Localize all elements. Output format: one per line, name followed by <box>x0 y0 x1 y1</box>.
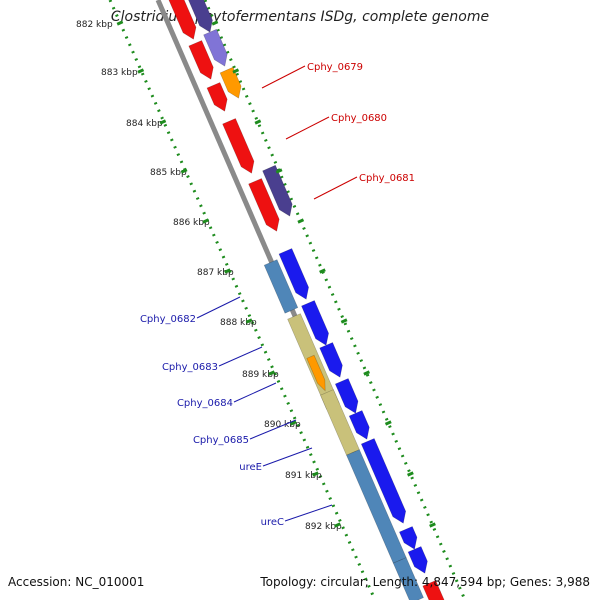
kbp-scale: 882 kbp 883 kbp 884 kbp 885 kbp 886 kbp 887 k… <box>76 20 436 532</box>
accession-text: Accession: NC_010001 <box>8 575 145 589</box>
gene-label[interactable]: Cphy_0681 <box>359 173 415 184</box>
gene-feature[interactable] <box>306 354 326 392</box>
gene-label[interactable]: Cphy_0682 <box>140 314 196 325</box>
kbp-label: 888 kbp <box>220 318 257 328</box>
major-tick <box>340 318 348 324</box>
gene-feature[interactable] <box>188 40 214 80</box>
major-tick <box>407 471 414 477</box>
major-tick <box>202 218 210 224</box>
gene-feature[interactable] <box>392 557 424 600</box>
gene-leader-line <box>196 296 241 319</box>
gene-leader-line <box>313 176 358 200</box>
gene-feature[interactable] <box>263 259 299 314</box>
major-tick <box>429 522 436 528</box>
gene-label[interactable]: ureC <box>261 517 284 528</box>
gene-label[interactable]: Cphy_0679 <box>307 62 363 73</box>
gene-feature[interactable] <box>248 178 280 232</box>
topology-text: Topology: circular; Length: 4,847,594 bp… <box>260 575 590 589</box>
major-tick <box>289 420 297 426</box>
gene-leader-line <box>261 65 306 89</box>
gene-leader-line <box>262 447 313 467</box>
gene-leader-line <box>285 116 330 140</box>
kbp-label: 887 kbp <box>197 268 234 278</box>
gene-label[interactable]: Cphy_0680 <box>331 113 387 124</box>
major-tick <box>232 68 240 74</box>
kbp-label: 892 kbp <box>305 522 342 532</box>
gene-leader-line <box>233 382 277 403</box>
gene-label[interactable]: ureE <box>239 462 262 473</box>
gene-leader-line <box>249 419 297 440</box>
gene-leader-line <box>284 504 333 522</box>
major-tick <box>180 168 188 174</box>
gene-label[interactable]: Cphy_0684 <box>177 398 233 409</box>
gene-feature[interactable] <box>407 546 428 574</box>
gene-feature[interactable] <box>301 300 329 346</box>
kbp-label: 882 kbp <box>76 20 113 30</box>
kbp-label: 883 kbp <box>101 68 138 78</box>
major-tick <box>268 370 275 376</box>
kbp-label: 890 kbp <box>264 420 301 430</box>
kbp-label: 885 kbp <box>150 168 187 178</box>
gene-feature[interactable] <box>222 118 255 174</box>
gene-feature[interactable] <box>334 378 359 414</box>
gene-feature[interactable] <box>179 0 213 33</box>
major-tick <box>334 522 341 528</box>
major-tick <box>312 471 319 477</box>
gene-label[interactable]: Cphy_0683 <box>162 362 218 373</box>
gene-features <box>163 0 445 600</box>
tick-rail-right <box>203 0 467 600</box>
major-tick <box>384 420 392 426</box>
major-tick <box>254 119 262 125</box>
gene-label[interactable]: Cphy_0685 <box>193 435 249 446</box>
major-tick <box>275 168 283 174</box>
gene-feature[interactable] <box>360 438 407 524</box>
gene-labels: Cphy_0679 Cphy_0680 Cphy_0681 Cphy_0682 Cphy… <box>140 62 415 528</box>
major-tick <box>137 68 145 74</box>
gene-feature[interactable] <box>262 164 293 217</box>
gene-feature[interactable] <box>206 82 228 112</box>
kbp-label: 889 kbp <box>242 370 279 380</box>
major-tick <box>224 268 231 274</box>
major-tick <box>363 370 370 376</box>
kbp-label: 886 kbp <box>173 218 210 228</box>
gene-feature[interactable] <box>348 410 370 440</box>
gene-feature[interactable] <box>163 0 197 40</box>
label-leaders <box>196 65 358 522</box>
major-tick <box>297 218 305 224</box>
major-tick <box>319 268 326 274</box>
major-tick <box>159 119 167 125</box>
gene-feature[interactable] <box>219 66 242 99</box>
gene-feature[interactable] <box>278 248 309 300</box>
gene-feature[interactable] <box>422 580 445 600</box>
major-tick <box>116 20 124 26</box>
gene-leader-line <box>218 346 263 367</box>
gene-feature[interactable] <box>203 28 228 67</box>
major-tick <box>245 318 253 324</box>
gene-feature[interactable] <box>399 526 418 550</box>
kbp-label: 884 kbp <box>126 119 163 129</box>
gene-feature[interactable] <box>319 342 343 378</box>
major-tick <box>211 20 219 26</box>
kbp-label: 891 kbp <box>285 471 322 481</box>
